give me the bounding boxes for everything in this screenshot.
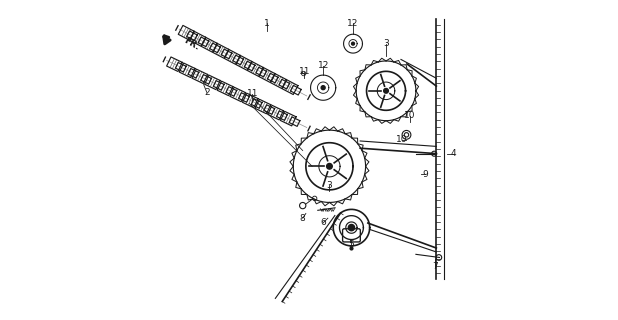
Text: 10: 10 (404, 111, 415, 120)
Text: 12: 12 (347, 19, 358, 28)
Circle shape (326, 164, 332, 169)
Circle shape (349, 224, 355, 231)
Text: 6: 6 (320, 218, 326, 228)
Text: 3: 3 (326, 181, 332, 190)
Text: 11: 11 (298, 68, 310, 76)
Text: 3: 3 (383, 39, 389, 48)
Text: FR.: FR. (182, 36, 200, 52)
Circle shape (321, 86, 325, 90)
Circle shape (352, 42, 355, 45)
Text: 5: 5 (349, 240, 354, 249)
Text: 2: 2 (204, 88, 210, 97)
Text: 4: 4 (451, 149, 457, 158)
Text: 1: 1 (264, 19, 269, 28)
Text: 8: 8 (300, 214, 305, 223)
Text: 11: 11 (247, 90, 258, 99)
Circle shape (384, 89, 388, 93)
Text: 10: 10 (396, 135, 407, 144)
Text: 12: 12 (318, 61, 329, 70)
Text: 9: 9 (423, 170, 428, 179)
Text: 7: 7 (432, 262, 438, 271)
